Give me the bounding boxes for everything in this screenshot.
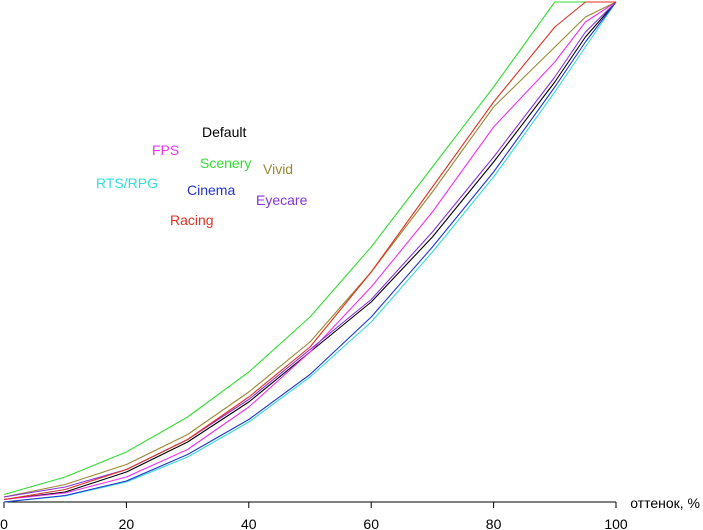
legend-label-racing: Racing — [170, 212, 214, 228]
legend-label-default: Default — [202, 124, 246, 140]
x-tick-label: 40 — [241, 516, 257, 530]
x-tick-label: 80 — [486, 516, 502, 530]
legend-label-fps: FPS — [152, 142, 179, 158]
x-tick-label: 0 — [0, 516, 8, 530]
series-line-vivid — [3, 1, 617, 498]
x-axis-title: оттенок, % — [630, 495, 700, 511]
series-line-scenery — [3, 1, 616, 496]
x-tick-label: 100 — [604, 516, 628, 530]
legend-label-vivid: Vivid — [263, 161, 293, 177]
series-line-cinema — [3, 1, 617, 503]
series-line-default — [3, 1, 617, 501]
legend: Default FPS Scenery Vivid RTS/RPG Cinema Eyeca… — [96, 124, 308, 228]
series-line-fps — [3, 1, 617, 501]
series-line-rts-rpg — [3, 1, 617, 503]
x-tick-label: 60 — [363, 516, 379, 530]
legend-label-scenery: Scenery — [200, 155, 251, 171]
series-layer — [3, 1, 617, 503]
legend-label-eyecare: Eyecare — [256, 192, 308, 208]
series-line-racing — [3, 1, 616, 501]
x-tick-label: 20 — [119, 516, 135, 530]
legend-label-cinema: Cinema — [187, 182, 235, 198]
legend-label-rts-rpg: RTS/RPG — [96, 175, 158, 191]
